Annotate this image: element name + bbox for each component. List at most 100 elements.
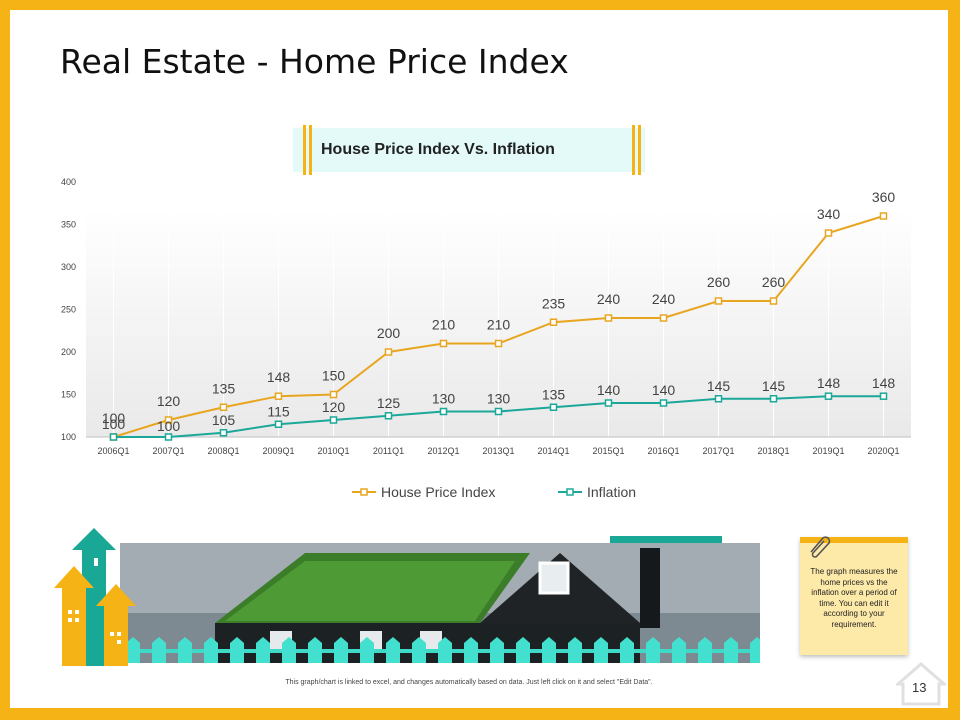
- house-price-data-label: 150: [322, 368, 346, 384]
- legend-inflation-marker-box: [566, 488, 574, 496]
- inflation-point: [769, 395, 778, 403]
- inflation-point: [659, 399, 668, 407]
- chart-title-right-bar: [638, 125, 641, 175]
- house-price-data-label: 260: [707, 274, 731, 290]
- fence-picket: [152, 637, 166, 663]
- fence-picket: [412, 637, 426, 663]
- house-price-data-label: 235: [542, 295, 566, 311]
- legend-inflation-label: Inflation: [587, 484, 636, 500]
- inflation-data-label: 100: [102, 416, 126, 432]
- slide-title: Real Estate - Home Price Index: [60, 42, 569, 81]
- footer-note: This graph/chart is linked to excel, and…: [285, 679, 653, 686]
- inflation-point: [439, 407, 448, 416]
- house-price-data-label: 148: [267, 369, 291, 385]
- fence-picket: [438, 637, 452, 663]
- inflation-point: [274, 420, 283, 428]
- x-tick-label: 2009Q1: [262, 446, 294, 456]
- house-price-data-label: 240: [597, 291, 621, 307]
- paperclip-icon: [810, 536, 831, 558]
- house-price-point: [824, 229, 833, 237]
- y-tick-label: 400: [61, 177, 76, 187]
- fence-picket: [334, 637, 348, 663]
- house-price-point: [439, 339, 448, 348]
- house-price-data-label: 240: [652, 291, 676, 307]
- inflation-data-label: 145: [762, 378, 786, 394]
- inflation-point: [494, 407, 503, 416]
- house-price-point: [384, 348, 393, 356]
- y-tick-label: 250: [61, 305, 76, 315]
- fence-picket: [464, 637, 478, 663]
- inflation-data-label: 100: [157, 418, 181, 434]
- inflation-data-label: 135: [542, 386, 566, 402]
- fence-picket: [620, 637, 634, 663]
- fence-picket: [126, 637, 140, 663]
- line-chart: 100 150 200 250 300 350 400 2006Q1 2007Q1 2008Q1 2…: [61, 177, 911, 500]
- x-tick-label: 2006Q1: [97, 446, 129, 456]
- inflation-point: [879, 392, 888, 400]
- house-price-point: [604, 314, 613, 322]
- house-price-data-label: 210: [487, 317, 511, 333]
- x-tick-label: 2007Q1: [152, 446, 184, 456]
- x-tick-label: 2015Q1: [592, 446, 624, 456]
- chart-title-right-bar: [632, 125, 635, 175]
- house-price-point: [769, 297, 778, 305]
- photo-accent-tab: [610, 536, 722, 543]
- inflation-data-label: 148: [817, 375, 841, 391]
- house-price-point: [549, 318, 558, 326]
- fence-picket: [750, 637, 760, 663]
- home-icon: [896, 662, 946, 706]
- legend-house-price-marker-box: [360, 488, 368, 496]
- x-tick-label: 2008Q1: [207, 446, 239, 456]
- inflation-point: [824, 392, 833, 400]
- house-price-point: [219, 403, 228, 411]
- fence-picket: [542, 637, 556, 663]
- x-tick-label: 2014Q1: [537, 446, 569, 456]
- fence-picket: [256, 637, 270, 663]
- x-tick-label: 2013Q1: [482, 446, 514, 456]
- y-tick-label: 350: [61, 220, 76, 230]
- house-price-point: [879, 212, 888, 220]
- inflation-point: [604, 399, 613, 407]
- fence-picket: [594, 637, 608, 663]
- y-tick-label: 200: [61, 347, 76, 357]
- house-price-point: [659, 314, 668, 322]
- inflation-data-label: 105: [212, 412, 236, 428]
- y-tick-label: 300: [61, 262, 76, 272]
- x-tick-label: 2020Q1: [867, 446, 899, 456]
- inflation-point: [549, 403, 558, 411]
- house-price-data-label: 340: [817, 206, 841, 222]
- fence-picket: [646, 637, 660, 663]
- house-price-point: [329, 390, 338, 399]
- house-price-data-label: 260: [762, 274, 786, 290]
- inflation-point: [109, 433, 118, 441]
- inflation-point: [219, 429, 228, 437]
- fence-picket: [516, 637, 530, 663]
- legend-house-price-label: House Price Index: [381, 484, 495, 500]
- house-price-data-label: 200: [377, 325, 401, 341]
- house-photo: [120, 543, 760, 663]
- fence-picket: [698, 637, 712, 663]
- inflation-data-label: 148: [872, 375, 896, 391]
- inflation-point: [384, 412, 393, 420]
- fence-picket: [490, 637, 504, 663]
- chart-title: House Price Index Vs. Inflation: [321, 141, 555, 158]
- chart-title-left-bar: [309, 125, 312, 175]
- x-tick-label: 2018Q1: [757, 446, 789, 456]
- inflation-data-label: 115: [267, 403, 290, 419]
- house-price-data-label: 135: [212, 380, 236, 396]
- inflation-data-label: 140: [652, 382, 676, 398]
- house-price-point: [714, 297, 723, 305]
- x-tick-label: 2011Q1: [373, 446, 404, 456]
- x-tick-label: 2010Q1: [317, 446, 349, 456]
- chart-title-box: House Price Index Vs. Inflation: [293, 125, 645, 175]
- y-tick-label: 150: [61, 390, 76, 400]
- fence-picket: [308, 637, 322, 663]
- fence-picket: [230, 637, 244, 663]
- arrow-building-icon: [54, 528, 136, 666]
- inflation-data-label: 130: [432, 391, 456, 407]
- fence-picket: [204, 637, 218, 663]
- inflation-point: [714, 395, 723, 403]
- chart-title-left-bar: [303, 125, 306, 175]
- inflation-data-label: 145: [707, 378, 731, 394]
- house-price-data-label: 100: [102, 410, 126, 426]
